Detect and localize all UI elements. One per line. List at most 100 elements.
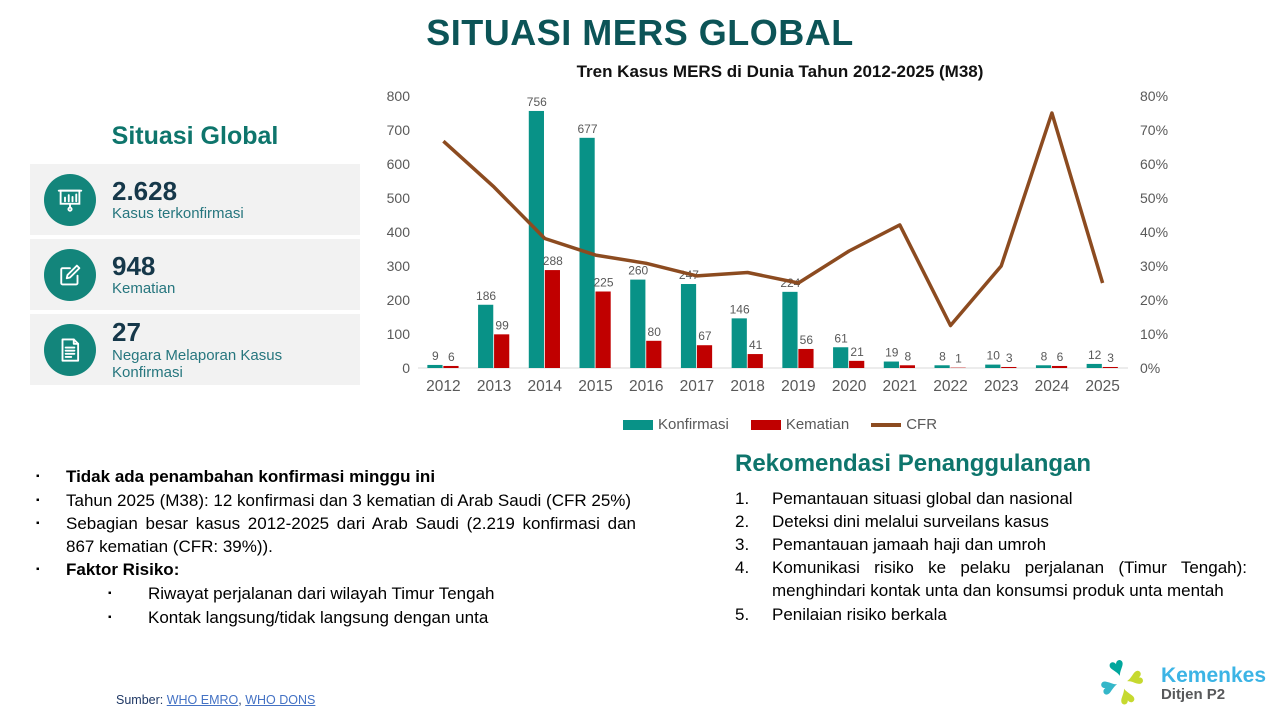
bullet-marker-icon: ▪ — [36, 471, 40, 482]
logo-subtitle: Ditjen P2 — [1160, 685, 1226, 703]
bar-kematian-2019 — [798, 348, 814, 368]
source-note: Sumber: WHO EMRO, WHO DONS — [116, 693, 315, 707]
bar-konfirmasi-2017 — [680, 284, 697, 368]
bar-kematian-2018 — [747, 354, 763, 368]
chart-block: Tren Kasus MERS di Dunia Tahun 2012-2025… — [372, 62, 1188, 433]
bullet-item: ▪ Tahun 2025 (M38): 12 konfirmasi dan 3 k… — [36, 490, 636, 513]
svg-text:146: 146 — [730, 302, 750, 316]
edit-icon — [44, 248, 96, 301]
svg-text:600: 600 — [387, 156, 411, 172]
svg-text:19: 19 — [885, 346, 899, 360]
recommendations-section: Rekomendasi Penanggulangan 1. Pemantauan … — [735, 450, 1247, 626]
chart-title: Tren Kasus MERS di Dunia Tahun 2012-2025… — [576, 62, 984, 81]
recommendation-number: 2. — [735, 512, 750, 532]
chart-presentation-icon — [44, 173, 96, 226]
stat-card-confirmed: 2.628 Kasus terkonfirmasi — [30, 164, 360, 235]
bar-konfirmasi-2022 — [934, 365, 950, 368]
svg-text:21: 21 — [850, 345, 864, 359]
legend-swatch — [871, 422, 902, 427]
recommendations-heading: Rekomendasi Penanggulangan — [735, 450, 1092, 477]
svg-text:100: 100 — [387, 326, 411, 342]
bullet-marker-icon: ▪ — [36, 518, 40, 530]
bar-kematian-2020 — [849, 360, 865, 368]
recommendation-number: 1. — [735, 489, 750, 508]
svg-text:2021: 2021 — [883, 378, 917, 395]
svg-text:1: 1 — [955, 352, 962, 366]
bar-kematian-2013 — [494, 334, 510, 368]
svg-text:3: 3 — [1107, 351, 1114, 365]
bar-konfirmasi-2014 — [528, 110, 544, 369]
bar-konfirmasi-2019 — [782, 291, 798, 368]
stat-label-deaths: Kematian — [112, 280, 176, 298]
recommendations-list: 1. Pemantauan situasi global dan nasional… — [735, 487, 1247, 626]
kemenkes-logo: ♥ ♥ ♥ ♥ Kemenkes Ditjen P2 — [1091, 650, 1266, 714]
bullet-text: Tahun 2025 (M38): 12 konfirmasi dan 3 ke… — [66, 490, 632, 510]
svg-text:225: 225 — [593, 276, 613, 290]
svg-text:2023: 2023 — [984, 378, 1018, 395]
recommendation-text: Pemantauan situasi global dan nasional — [772, 489, 1073, 508]
svg-text:2014: 2014 — [528, 378, 563, 395]
svg-text:2012: 2012 — [426, 378, 460, 395]
bar-kematian-2014 — [544, 270, 560, 368]
recommendation-text: Penilaian risiko berkala — [772, 604, 947, 624]
bar-kematian-2021 — [899, 365, 915, 368]
recommendation-number: 3. — [735, 535, 750, 555]
link-who-emro[interactable]: WHO EMRO — [166, 693, 239, 707]
source-label: Sumber: — [116, 693, 164, 707]
stat-label-countries: Negara Melaporan Kasus Konfirmasi — [112, 346, 283, 381]
chart-legend: Konfirmasi Kematian CFR — [372, 416, 1188, 433]
svg-text:70%: 70% — [1140, 122, 1168, 138]
bullet-text: Riwayat perjalanan dari wilayah Timur Te… — [148, 584, 495, 604]
cfr-line — [442, 111, 1105, 328]
legend-label: Kematian — [785, 416, 850, 433]
svg-text:3: 3 — [1006, 351, 1013, 365]
bullet-item: ▪ Faktor Risiko: — [36, 559, 636, 582]
svg-text:2017: 2017 — [680, 378, 714, 395]
svg-text:0%: 0% — [1140, 360, 1160, 376]
bar-konfirmasi-2020 — [833, 347, 849, 368]
svg-text:6: 6 — [1057, 350, 1064, 364]
bar-konfirmasi-2018 — [731, 318, 747, 368]
recommendation-item: 5. Penilaian risiko berkala — [735, 603, 1247, 626]
svg-text:50%: 50% — [1140, 190, 1168, 206]
svg-text:6: 6 — [448, 350, 455, 364]
svg-text:30%: 30% — [1140, 258, 1168, 274]
bullet-marker-icon: ▪ — [108, 588, 112, 600]
bar-konfirmasi-2025 — [1086, 363, 1102, 368]
svg-text:56: 56 — [800, 333, 814, 347]
bullet-list: ▪ Tidak ada penambahan konfirmasi minggu … — [36, 466, 636, 630]
document-icon — [44, 323, 96, 376]
bullet-text: Tidak ada penambahan konfirmasi minggu i… — [66, 467, 436, 486]
svg-text:2024: 2024 — [1035, 378, 1070, 395]
svg-text:400: 400 — [387, 224, 411, 240]
svg-text:700: 700 — [387, 122, 411, 138]
recommendation-text: Deteksi dini melalui surveilans kasus — [772, 512, 1049, 532]
page-title: SITUASI MERS GLOBAL — [426, 12, 854, 53]
svg-text:0: 0 — [402, 360, 410, 376]
svg-text:12: 12 — [1088, 348, 1102, 362]
recommendation-text: Komunikasi risiko ke pelaku perjalanan (… — [772, 558, 1247, 601]
bar-kematian-2016 — [646, 340, 662, 368]
recommendation-text: Pemantauan jamaah haji dan umroh — [772, 535, 1047, 555]
recommendation-number: 4. — [735, 558, 750, 578]
svg-text:2015: 2015 — [578, 378, 612, 395]
bar-kematian-2024 — [1051, 365, 1068, 368]
link-who-dons[interactable]: WHO DONS — [245, 693, 316, 707]
bar-konfirmasi-2021 — [883, 361, 899, 368]
legend-item-kematian: Kematian — [750, 416, 850, 433]
link-separator: , — [238, 693, 242, 707]
svg-text:80%: 80% — [1140, 88, 1168, 104]
svg-text:67: 67 — [698, 329, 712, 343]
legend-swatch — [622, 419, 653, 430]
bullet-marker-icon: ▪ — [36, 564, 40, 576]
bar-konfirmasi-2024 — [1035, 365, 1052, 368]
bullet-text: Faktor Risiko: — [66, 560, 180, 580]
svg-text:61: 61 — [834, 331, 848, 345]
bullet-text: Kontak langsung/tidak langsung dengan un… — [148, 607, 489, 627]
svg-text:300: 300 — [387, 258, 411, 274]
legend-label: CFR — [906, 416, 938, 433]
mers-trend-chart: 0 100 200 300 400 500 600 700 800 0% 10% 20% 30% 40% 5… — [372, 84, 1188, 416]
stat-value-confirmed: 2.628 — [112, 175, 178, 206]
recommendation-item: 1. Pemantauan situasi global dan nasional — [735, 487, 1247, 510]
